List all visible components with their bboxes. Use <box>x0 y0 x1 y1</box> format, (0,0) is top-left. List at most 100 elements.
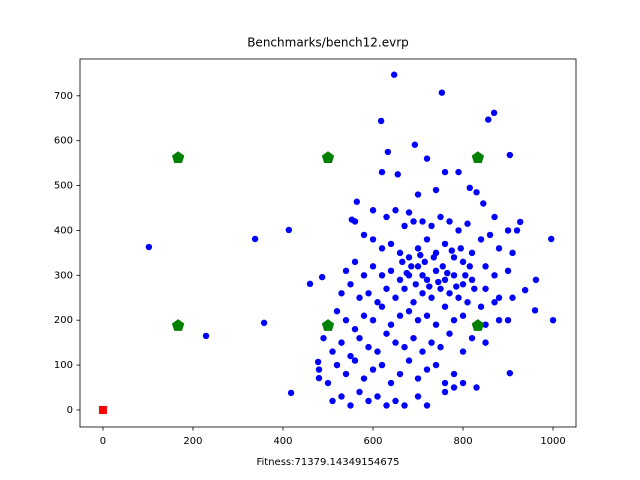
customer-point <box>509 294 516 301</box>
customer-point <box>408 263 415 270</box>
customer-point <box>441 303 449 310</box>
customer-point <box>401 402 408 409</box>
customer-point <box>441 168 449 176</box>
customer-point <box>320 334 327 342</box>
customer-point <box>482 263 489 270</box>
customer-point <box>459 379 467 387</box>
y-tick-label: 700 <box>54 91 73 102</box>
customer-point <box>441 276 449 283</box>
customer-point <box>450 254 458 261</box>
customer-point <box>392 397 399 405</box>
customer-point <box>426 283 433 290</box>
customer-point <box>342 267 350 275</box>
y-tick-label: 200 <box>54 315 73 326</box>
customer-point <box>459 348 467 355</box>
customer-point <box>459 258 467 266</box>
customer-point <box>485 116 492 123</box>
station-point <box>171 151 185 163</box>
station-point <box>321 151 335 163</box>
customer-point <box>468 334 476 342</box>
customer-point <box>378 303 386 310</box>
customer-point <box>338 393 345 400</box>
customer-point <box>374 348 381 355</box>
customer-point <box>405 357 413 364</box>
customer-point <box>423 402 431 409</box>
x-tick-label: 0 <box>100 436 106 447</box>
customer-point <box>471 285 478 292</box>
customer-point <box>347 281 354 288</box>
customer-point <box>342 316 350 324</box>
customer-point <box>444 269 451 277</box>
customer-point <box>428 339 435 346</box>
customer-point <box>405 308 413 315</box>
customer-point <box>306 280 314 288</box>
customer-point <box>438 89 446 96</box>
customer-point <box>414 245 422 252</box>
customer-point <box>390 71 398 78</box>
customer-point <box>437 285 444 292</box>
customer-point <box>491 299 498 306</box>
customer-point <box>423 312 431 319</box>
customer-point <box>314 358 322 366</box>
customer-point <box>495 245 503 252</box>
customer-point <box>347 352 354 360</box>
x-tick-label: 800 <box>453 436 472 447</box>
customer-point <box>446 218 453 225</box>
customer-point <box>369 236 377 243</box>
customer-point <box>356 294 363 301</box>
x-tick-label: 400 <box>273 436 292 447</box>
customer-point <box>369 366 377 373</box>
customer-point <box>482 339 489 346</box>
customer-point <box>378 272 386 279</box>
customer-point <box>387 321 395 328</box>
customer-point <box>532 276 540 283</box>
customer-point <box>360 272 368 279</box>
customer-point <box>457 245 464 252</box>
customer-point <box>387 267 395 275</box>
y-tick-label: 500 <box>54 181 73 192</box>
customer-point <box>495 316 503 324</box>
customer-point <box>353 198 361 205</box>
customer-point <box>419 348 426 355</box>
customer-point <box>414 316 422 324</box>
customer-point <box>329 348 336 355</box>
x-tick-label: 600 <box>363 436 382 447</box>
customer-point <box>466 263 473 270</box>
customer-point <box>419 218 426 225</box>
customer-point <box>473 189 480 196</box>
customer-point <box>466 184 473 191</box>
customer-point <box>410 334 417 342</box>
customer-point <box>338 290 345 297</box>
customer-point <box>318 273 326 281</box>
customer-point <box>548 235 555 243</box>
customer-point <box>423 236 431 243</box>
customer-point <box>369 263 377 270</box>
customer-point <box>333 361 341 369</box>
customer-point <box>480 200 487 207</box>
station-point <box>471 151 485 163</box>
customer-point <box>419 290 426 297</box>
customer-point <box>410 299 417 306</box>
customer-point <box>360 312 368 319</box>
customer-point <box>521 286 529 294</box>
customer-point <box>446 290 453 297</box>
customer-point <box>459 312 467 319</box>
customer-point <box>329 397 336 405</box>
customer-point <box>351 218 359 225</box>
customer-point <box>428 294 435 301</box>
station-point <box>171 319 185 331</box>
customer-point <box>468 249 476 257</box>
customer-point <box>417 251 424 259</box>
station-point <box>321 319 335 331</box>
customer-point <box>396 276 404 283</box>
customer-point <box>401 222 408 230</box>
customer-point <box>356 334 363 342</box>
customer-point <box>405 209 413 216</box>
customer-point <box>506 369 514 377</box>
customer-point <box>414 393 422 400</box>
axes-frame <box>79 58 577 428</box>
customer-point <box>513 227 521 234</box>
customer-point <box>490 109 498 117</box>
